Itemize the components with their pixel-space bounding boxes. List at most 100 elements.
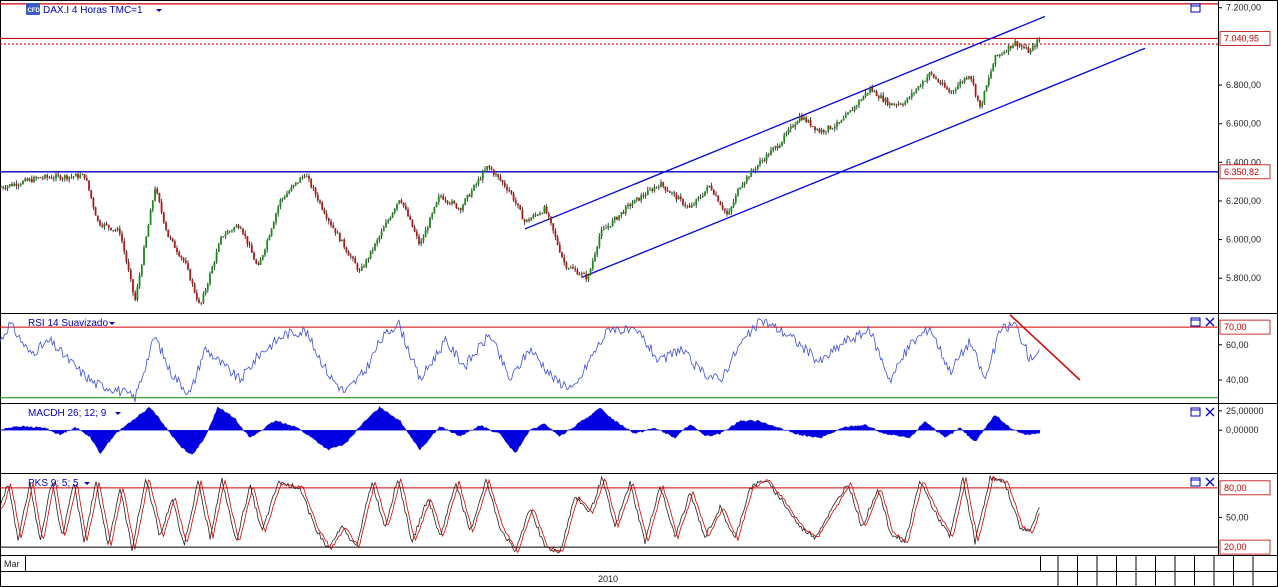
candle-body — [50, 177, 53, 179]
candle-body — [297, 182, 299, 184]
candle-body — [904, 102, 907, 105]
macd-title[interactable]: MACDH 26; 12; 9 — [28, 408, 121, 419]
candle-body — [921, 81, 924, 87]
candle-body — [404, 205, 407, 210]
candle-body — [444, 199, 447, 201]
candle-body — [1012, 45, 1014, 49]
candle-body — [732, 202, 735, 207]
candle-body — [792, 126, 794, 128]
candle-body — [935, 77, 937, 80]
rsi-upper-badge: 70,00 — [1224, 322, 1247, 332]
candle-body — [242, 228, 244, 234]
candle-body — [154, 188, 156, 201]
cfd-logo-icon — [26, 3, 40, 15]
macd-close-icon[interactable] — [1205, 407, 1215, 417]
candle-body — [605, 227, 607, 229]
candle-body — [695, 199, 698, 205]
candle-body — [310, 179, 313, 188]
candle-body — [503, 182, 506, 187]
candle-body — [270, 228, 273, 236]
candle-body — [979, 100, 981, 107]
candle-body — [334, 228, 337, 234]
candle-body — [983, 91, 986, 103]
candle-body — [862, 96, 865, 101]
candle-body — [688, 205, 691, 208]
candle-body — [266, 240, 269, 250]
stochastic-maximize-icon[interactable] — [1190, 477, 1201, 487]
candle-body — [633, 199, 636, 204]
price-tick-label: 7.200,00 — [1226, 3, 1261, 13]
candle-body — [239, 227, 242, 229]
candle-body — [508, 190, 511, 191]
candle-body — [46, 175, 49, 178]
candle-body — [118, 228, 121, 234]
candle-body — [156, 188, 159, 194]
candle-body — [563, 257, 566, 263]
candle-body — [4, 188, 7, 189]
candle-body — [488, 165, 491, 168]
candle-body — [11, 184, 13, 186]
candle-body — [917, 86, 920, 90]
candle-body — [217, 244, 220, 252]
candle-body — [829, 125, 832, 130]
candle-body — [8, 184, 11, 187]
candle-body — [44, 175, 46, 179]
dropdown-arrow-icon[interactable] — [156, 9, 162, 12]
candle-body — [745, 176, 748, 183]
candle-body — [974, 84, 977, 96]
candle-body — [897, 103, 900, 105]
candle-body — [543, 206, 546, 214]
candle-body — [798, 115, 801, 122]
price-title-label: DAX.I 4 Horas TMC=1 — [43, 5, 143, 16]
candle-body — [411, 219, 414, 228]
candle-body — [191, 280, 194, 284]
candle-body — [561, 252, 563, 258]
candle-body — [103, 223, 106, 227]
candle-body — [1009, 45, 1012, 49]
dropdown-arrow-icon[interactable] — [109, 322, 115, 325]
candle-body — [668, 191, 671, 193]
rsi-maximize-icon[interactable] — [1190, 317, 1201, 327]
candle-body — [140, 265, 143, 276]
candle-body — [635, 197, 638, 200]
macd-panel: 25,00000 0,00000 MACDH 26; 12; 9 — [0, 406, 1264, 455]
candle-body — [338, 232, 341, 242]
candle-body — [158, 193, 161, 202]
candle-body — [292, 184, 295, 188]
candle-body — [253, 252, 255, 260]
candle-body — [655, 186, 658, 188]
candle-body — [847, 112, 849, 115]
window-maximize-icon[interactable] — [1190, 3, 1201, 13]
rsi-close-icon[interactable] — [1205, 317, 1215, 327]
stochastic-close-icon[interactable] — [1205, 477, 1215, 487]
dropdown-arrow-icon[interactable] — [115, 412, 121, 415]
candle-body — [61, 178, 64, 180]
candle-body — [356, 263, 359, 271]
candle-body — [860, 100, 863, 101]
candle-body — [1023, 46, 1025, 49]
candle-body — [596, 246, 599, 255]
stochastic-title[interactable]: PKS 9; 5; 5 — [28, 478, 90, 489]
x-axis: Mar 2010 — [0, 555, 1278, 587]
candle-body — [110, 227, 112, 231]
candle-body — [818, 129, 821, 133]
price-title[interactable]: CFD DAX.I 4 Horas TMC=1 — [26, 3, 162, 16]
candle-body — [884, 98, 887, 102]
candle-body — [486, 165, 489, 170]
candle-body — [264, 249, 266, 256]
candle-body — [814, 126, 816, 131]
candle-body — [358, 270, 361, 271]
candle-body — [877, 96, 880, 99]
candle-body — [55, 174, 57, 179]
rsi-title[interactable]: RSI 14 Suavizado — [28, 318, 115, 329]
candle-body — [682, 199, 684, 205]
candle-body — [662, 182, 665, 187]
candle-body — [228, 230, 231, 232]
candle-body — [286, 193, 288, 198]
candle-body — [202, 293, 205, 303]
candle-body — [24, 178, 27, 181]
macd-maximize-icon[interactable] — [1190, 407, 1201, 417]
candle-body — [519, 205, 522, 210]
dropdown-arrow-icon[interactable] — [84, 482, 90, 485]
